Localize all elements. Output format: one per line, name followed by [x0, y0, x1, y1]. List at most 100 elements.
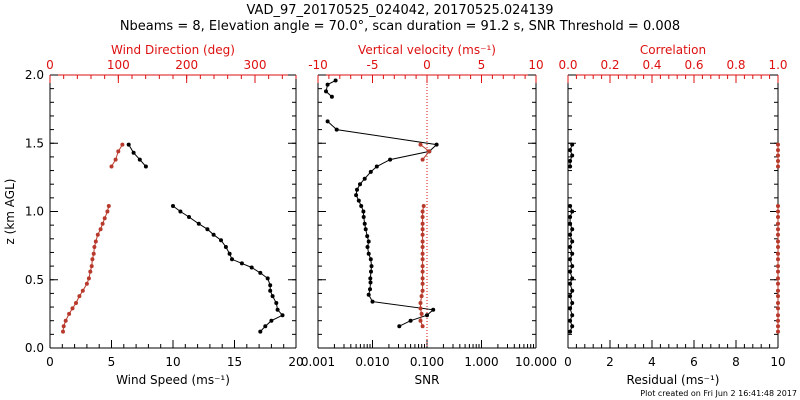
panel-left: 0.0 0.5 1.0 1.5 2.0 z (km AGL) 0 5 10 15 20 Wind Sp…	[3, 43, 304, 387]
data-point-left-top	[70, 306, 75, 311]
data-point-middle-top	[420, 209, 425, 214]
x-tick-label-top: 300	[244, 58, 267, 72]
data-point-middle-top	[427, 149, 432, 154]
data-point-middle-top	[420, 281, 425, 286]
x-tick-label-top: 200	[175, 58, 198, 72]
data-point-right-top	[776, 313, 780, 318]
data-point-middle-top	[418, 306, 423, 311]
data-point-left-bottom	[137, 157, 142, 162]
x-axis-label-bottom: Wind Speed (ms⁻¹)	[116, 373, 230, 387]
x-tick-label-top: 1.0	[768, 58, 787, 72]
data-point-right-top	[776, 148, 780, 153]
data-point-middle-top	[420, 221, 425, 226]
data-point-right-bottom	[568, 164, 573, 169]
x-axis-label-top: Wind Direction (deg)	[111, 43, 235, 57]
x-tick-label-top: -10	[308, 58, 328, 72]
data-point-middle-bottom	[362, 221, 367, 226]
data-point-middle-bottom	[397, 324, 402, 329]
data-point-middle-bottom	[425, 313, 429, 318]
data-point-right-bottom	[568, 257, 573, 262]
x-tick-label-top: 0.8	[726, 58, 745, 72]
data-point-middle-bottom	[369, 269, 373, 274]
data-point-right-top	[776, 318, 780, 323]
data-point-middle-bottom	[408, 318, 413, 323]
data-point-right-bottom	[570, 209, 575, 214]
data-point-middle-bottom	[368, 257, 373, 262]
data-point-middle-bottom	[334, 127, 339, 132]
data-point-middle-bottom	[431, 307, 436, 312]
data-point-right-top	[776, 153, 780, 158]
data-point-left-bottom	[265, 276, 270, 281]
data-point-middle-bottom	[363, 227, 368, 232]
data-point-right-bottom	[570, 324, 575, 329]
y-tick-label: 0.0	[25, 341, 44, 355]
x-tick-label-bottom: 20	[288, 355, 303, 369]
data-point-right-top	[776, 294, 780, 299]
data-point-right-top	[776, 221, 780, 226]
data-point-right-top	[776, 257, 780, 262]
data-point-left-bottom	[258, 270, 263, 275]
data-point-right-bottom	[570, 227, 575, 232]
data-point-middle-top	[420, 157, 425, 162]
data-point-left-top	[109, 164, 114, 169]
data-point-right-top	[776, 251, 780, 256]
data-point-middle-bottom	[370, 299, 375, 304]
data-point-left-bottom	[205, 227, 210, 232]
series-line-left-bottom	[172, 205, 284, 332]
data-point-left-top	[63, 318, 68, 323]
data-point-middle-bottom	[355, 187, 359, 192]
data-point-left-top	[91, 251, 96, 256]
data-point-left-bottom	[187, 215, 191, 219]
panel-right: 0 2 4 6 8 10 Residual (ms⁻¹) 0.0 0.2 0.4 0.6 0.8 1.0…	[558, 43, 787, 387]
data-point-left-bottom	[196, 221, 201, 226]
data-point-middle-top	[420, 269, 425, 274]
data-point-right-top	[776, 281, 780, 286]
data-point-left-top	[113, 157, 118, 162]
data-point-middle-top	[420, 324, 425, 329]
x-axis-label-top: Vertical velocity (ms⁻¹)	[358, 43, 496, 57]
x-tick-label-bottom: 15	[227, 355, 242, 369]
x-tick-label-bottom: 0	[564, 355, 572, 369]
data-point-right-bottom	[570, 276, 575, 281]
series-line-right-bottom	[569, 205, 573, 332]
data-point-middle-top	[418, 318, 423, 323]
data-point-middle-bottom	[365, 234, 370, 239]
data-point-left-top	[95, 232, 100, 237]
data-point-left-bottom	[178, 209, 183, 214]
data-point-right-bottom	[568, 221, 573, 226]
data-point-left-top	[93, 239, 98, 244]
data-point-left-bottom	[258, 329, 263, 334]
x-tick-label-bottom: 0	[46, 355, 54, 369]
data-point-right-top	[776, 204, 780, 208]
x-tick-label-bottom: 6	[690, 355, 698, 369]
data-point-right-bottom	[570, 288, 575, 293]
data-point-right-top	[776, 227, 780, 232]
data-point-left-bottom	[230, 257, 234, 262]
data-point-middle-bottom	[365, 245, 370, 249]
data-point-middle-bottom	[361, 209, 366, 214]
data-point-middle-bottom	[358, 182, 362, 187]
data-point-middle-top	[420, 264, 425, 269]
data-point-left-bottom	[275, 307, 280, 312]
data-point-middle-bottom	[374, 164, 379, 169]
data-point-right-top	[776, 306, 780, 311]
x-tick-label-top: 0.2	[600, 58, 619, 72]
data-point-right-top	[776, 164, 780, 169]
x-tick-label-bottom: 0.001	[301, 355, 335, 369]
data-point-right-bottom	[570, 264, 575, 269]
data-point-right-bottom	[568, 306, 573, 311]
data-point-right-bottom	[568, 269, 573, 274]
data-point-left-top	[86, 276, 91, 281]
data-point-left-top	[105, 209, 110, 214]
data-point-middle-top	[420, 245, 425, 249]
x-tick-label-bottom: 10.000	[515, 355, 557, 369]
x-axis-label-bottom: Residual (ms⁻¹)	[627, 373, 720, 387]
data-point-right-top	[776, 142, 780, 147]
data-point-middle-bottom	[388, 157, 393, 162]
data-point-right-top	[776, 209, 780, 214]
data-point-middle-bottom	[368, 169, 373, 174]
x-tick-label-top: -5	[367, 58, 379, 72]
x-tick-label-bottom: 2	[606, 355, 614, 369]
data-point-right-top	[776, 329, 780, 334]
